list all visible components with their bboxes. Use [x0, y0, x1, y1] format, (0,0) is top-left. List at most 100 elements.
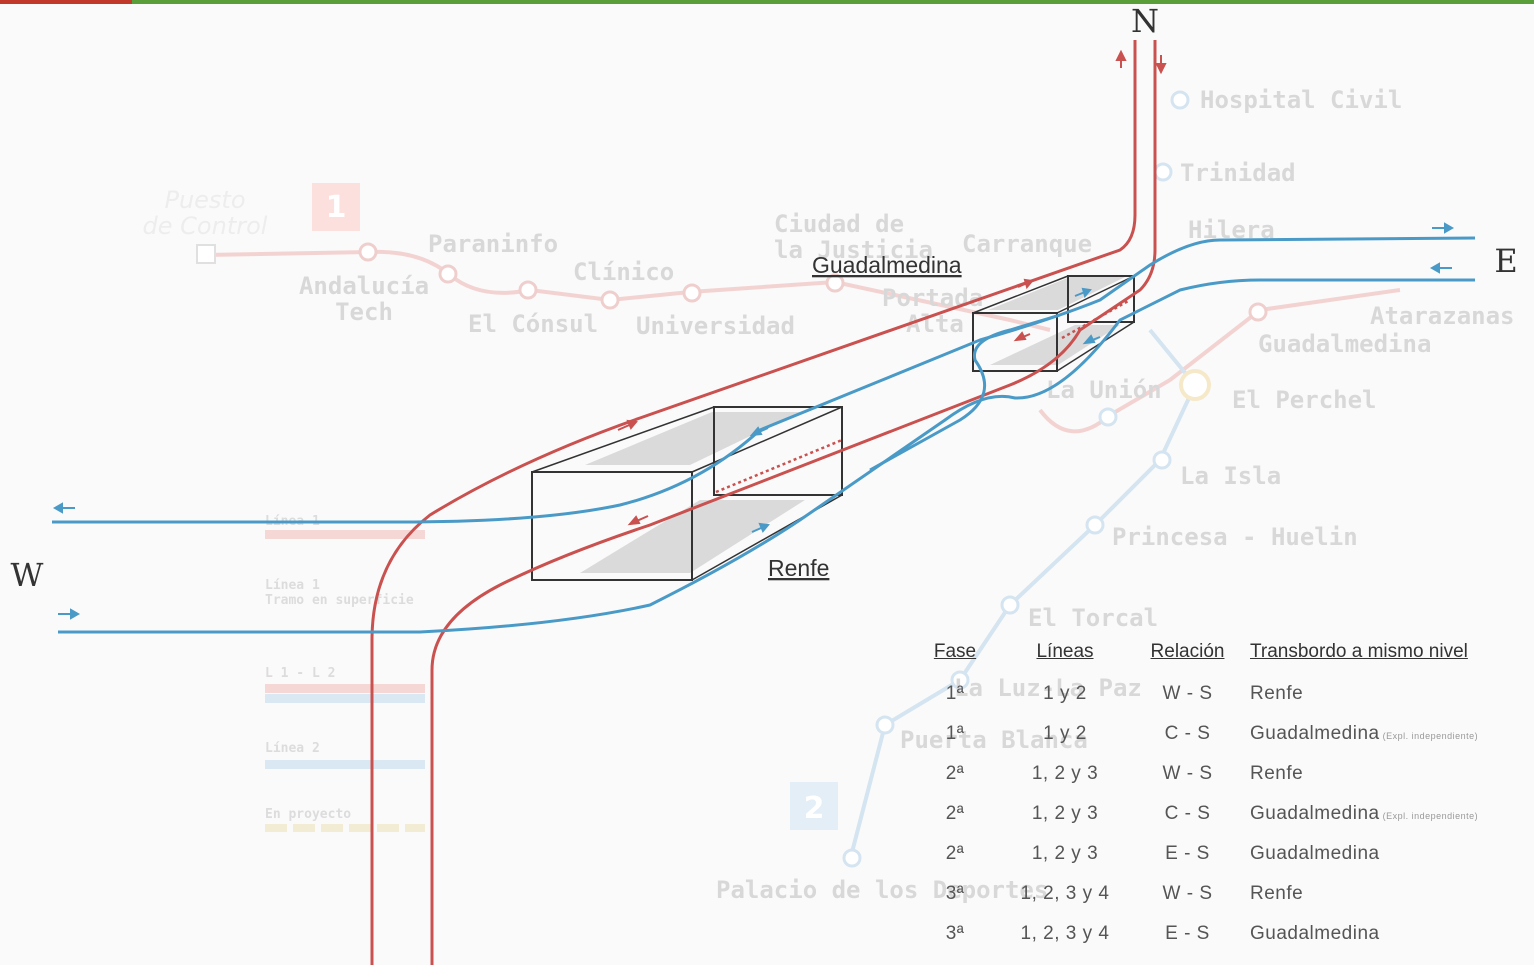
table-row: 1ª 1 y 2 W - S Renfe — [905, 674, 1530, 714]
table-row: 2ª 1, 2 y 3 W - S Renfe — [905, 754, 1530, 794]
direction-arrows — [52, 49, 1455, 620]
bg-station-atarazanas: Atarazanas — [1370, 302, 1515, 330]
bg-legend-linea2: Línea 2 — [265, 741, 320, 756]
transbordo-station: Guadalmedina — [1250, 923, 1380, 944]
bg-station-andalucia-tech-2: Tech — [335, 298, 393, 326]
transbordo-station: Guadalmedina — [1250, 803, 1380, 824]
cell-relacion: E - S — [1165, 923, 1210, 944]
blue-tracks — [52, 236, 1476, 634]
bg-legend-l1-l2-swatch-red — [265, 684, 425, 693]
bg-line1-badge-text: 1 — [326, 190, 347, 225]
compass-east-label: E — [1494, 242, 1517, 280]
bg-control-post-marker — [196, 244, 216, 264]
bg-legend-l1-l2-swatch-blue — [265, 694, 425, 703]
table-row: 3ª 1, 2, 3 y 4 E - S Guadalmedina — [905, 914, 1530, 954]
bg-legend-l1-l2: L 1 - L 2 — [265, 666, 335, 681]
top-bar-green-segment — [132, 0, 1534, 4]
blue-track-crossover — [869, 313, 1061, 472]
bg-legend-en-proyecto: En proyecto — [265, 807, 351, 822]
cell-fase: 1ª — [945, 723, 965, 744]
bg-interchange-stop — [1179, 369, 1211, 401]
blue-track-west-lower — [58, 278, 1475, 634]
cell-lineas: 1, 2, 3 y 4 — [1020, 883, 1110, 904]
background-metro-map: 1 2 Puesto de Control Paraninfo Andalucí… — [143, 86, 1515, 904]
bg-line2-stops — [842, 90, 1190, 868]
bg-station-el-torcal: El Torcal — [1028, 604, 1158, 632]
renfe-connector-dotted — [715, 438, 843, 494]
bg-line1-badge — [312, 183, 360, 231]
bg-line2-badge-text: 2 — [804, 791, 825, 826]
transbordo-station: Guadalmedina — [1250, 843, 1380, 864]
transbordo-station: Guadalmedina — [1250, 723, 1380, 744]
bg-line1-stops — [358, 242, 1268, 322]
transbordo-note: (Expl. independiente) — [1382, 731, 1479, 741]
cell-transbordo: Guadalmedina — [1250, 914, 1530, 954]
cell-relacion: W - S — [1162, 683, 1213, 704]
bg-legend-linea1-swatch — [265, 530, 425, 539]
bg-legend-linea1-sup-1: Línea 1 — [265, 578, 320, 593]
cell-transbordo: Guadalmedina (Expl. independiente) — [1250, 794, 1530, 834]
bg-puesto-label-2: de Control — [143, 212, 268, 240]
bg-station-hospital-civil: Hospital Civil — [1200, 86, 1402, 114]
cell-transbordo: Renfe — [1250, 674, 1530, 714]
bg-legend-linea2-swatch — [265, 760, 425, 769]
cell-transbordo: Renfe — [1250, 874, 1530, 914]
red-track-east — [430, 40, 1157, 965]
compass-west-label: W — [11, 556, 44, 594]
bg-station-puerta-blanca: Puerta Blanca — [900, 726, 1088, 754]
bg-station-trinidad: Trinidad — [1180, 159, 1296, 187]
cell-lineas: 1, 2 y 3 — [1031, 843, 1099, 864]
bg-legend-linea1-sup-2: Tramo en superficie — [265, 593, 414, 608]
phase-table-header-row: Fase Líneas Relación Transbordo a mismo … — [905, 630, 1530, 674]
guadalmedina-lower-platform — [990, 325, 1120, 365]
header-relacion: Relación — [1150, 641, 1225, 662]
station-label-renfe: Renfe — [768, 555, 829, 581]
cell-lineas: 1, 2 y 3 — [1031, 803, 1099, 824]
transbordo-note: (Expl. independiente) — [1382, 811, 1479, 821]
cell-lineas: 1, 2, 3 y 4 — [1020, 923, 1110, 944]
cell-relacion: E - S — [1165, 843, 1210, 864]
bg-station-andalucia-tech-1: Andalucía — [299, 272, 429, 300]
bg-station-la-isla: La Isla — [1180, 462, 1281, 490]
bg-station-ciudad-justicia-1: Ciudad de — [774, 210, 904, 238]
table-row: 3ª 1, 2, 3 y 4 W - S Renfe — [905, 874, 1530, 914]
bg-station-el-perchel: El Perchel — [1232, 386, 1377, 414]
red-track-west — [370, 40, 1137, 965]
bg-station-la-union: La Unión — [1046, 376, 1162, 404]
bg-station-el-consul: El Cónsul — [468, 310, 598, 338]
bg-station-paraninfo: Paraninfo — [428, 230, 558, 258]
transbordo-station: Renfe — [1250, 883, 1304, 904]
bg-station-portada-alta-1: Portada — [882, 284, 983, 312]
bg-station-princesa-huelin: Princesa - Huelin — [1112, 523, 1358, 551]
cell-relacion: C - S — [1164, 723, 1211, 744]
cell-fase: 2ª — [945, 843, 965, 864]
table-row: 1ª 1 y 2 C - S Guadalmedina (Expl. indepe… — [905, 714, 1530, 754]
header-transbordo: Transbordo a mismo nivel — [1250, 641, 1468, 662]
cell-transbordo: Guadalmedina (Expl. independiente) — [1250, 714, 1530, 754]
bg-station-clinico: Clínico — [573, 258, 674, 286]
bg-station-palacio-deportes: Palacio de los Deportes — [716, 876, 1048, 904]
top-bar-red-segment — [0, 0, 132, 4]
cell-lineas: 1, 2 y 3 — [1031, 763, 1099, 784]
bg-station-ciudad-justicia-2: la Justicia — [774, 236, 933, 264]
compass-north-label: N — [1131, 2, 1159, 40]
bg-line2-badge — [790, 782, 838, 830]
cell-transbordo: Renfe — [1250, 754, 1530, 794]
station-label-guadalmedina: Guadalmedina — [812, 252, 962, 278]
guadalmedina-box-back — [1067, 275, 1135, 323]
station-guadalmedina-box — [972, 275, 1135, 372]
blue-track-west-upper — [52, 236, 1476, 524]
cell-fase: 3ª — [945, 923, 965, 944]
bg-station-guadalmedina: Guadalmedina — [1258, 330, 1431, 358]
bg-line1-east-path — [1038, 288, 1401, 434]
cell-relacion: W - S — [1162, 763, 1213, 784]
cell-fase: 2ª — [945, 803, 965, 824]
guadalmedina-upper-platform — [988, 277, 1125, 310]
cell-relacion: W - S — [1162, 883, 1213, 904]
table-row: 2ª 1, 2 y 3 E - S Guadalmedina — [905, 834, 1530, 874]
cell-relacion: C - S — [1164, 803, 1211, 824]
cell-lineas: 1 y 2 — [1043, 723, 1087, 744]
cell-transbordo: Guadalmedina — [1250, 834, 1530, 874]
red-tracks — [370, 40, 1157, 965]
